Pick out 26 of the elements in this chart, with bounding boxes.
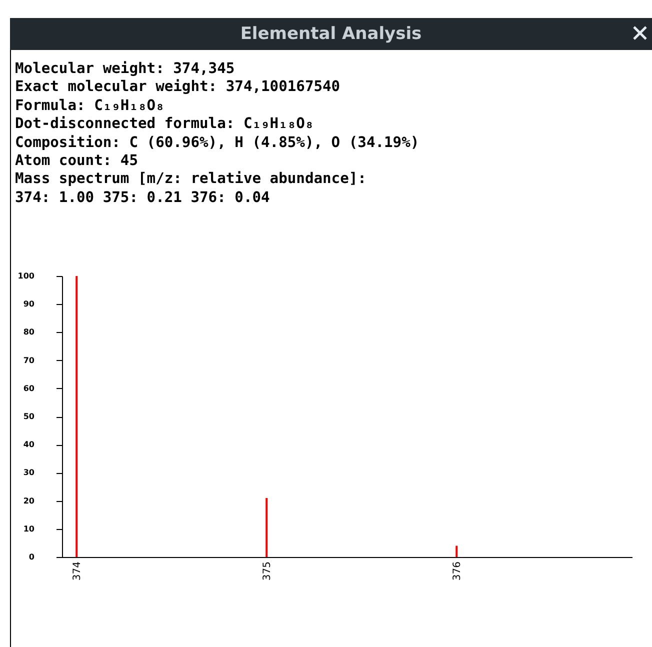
- y-tick-label: 80: [23, 328, 35, 337]
- text: Molecular weight: 374,345: [15, 60, 236, 78]
- y-tick-label: 10: [23, 524, 35, 534]
- bar: [266, 498, 268, 557]
- text: Formula: C₁₉H₁₈O₈: [15, 96, 166, 116]
- x-tick-label: 374: [72, 562, 84, 581]
- y-tick-label: 0: [28, 552, 35, 562]
- text: Mass spectrum [m/z: relative abundance]:: [15, 170, 368, 189]
- y-tick-label: 100: [18, 272, 35, 280]
- y-tick-label: 50: [23, 412, 35, 421]
- y-tick-label: 40: [23, 440, 35, 450]
- chart-title: Elemental Analysis: [240, 24, 422, 44]
- y-tick-label: 60: [23, 384, 35, 393]
- text: Atom count: 45: [15, 152, 140, 170]
- text: Composition: C (60.96%), H (4.85%), O (34.19%): [15, 134, 420, 152]
- x-tick-label: 376: [452, 562, 464, 581]
- y-tick-label: 90: [23, 300, 35, 309]
- text: Dot-disconnected formula: C₁₉H₁₈O₈: [15, 115, 315, 134]
- text: Exact molecular weight: 374,100167540: [15, 78, 342, 97]
- y-tick-label: 70: [23, 356, 35, 365]
- y-tick-label: 20: [23, 496, 35, 506]
- bar: [456, 546, 458, 557]
- text: 374: 1.00 375: 0.21 376: 0.04: [15, 188, 271, 208]
- bar: [76, 276, 78, 557]
- y-tick-label: 30: [23, 468, 35, 478]
- x-tick-label: 375: [262, 562, 274, 581]
